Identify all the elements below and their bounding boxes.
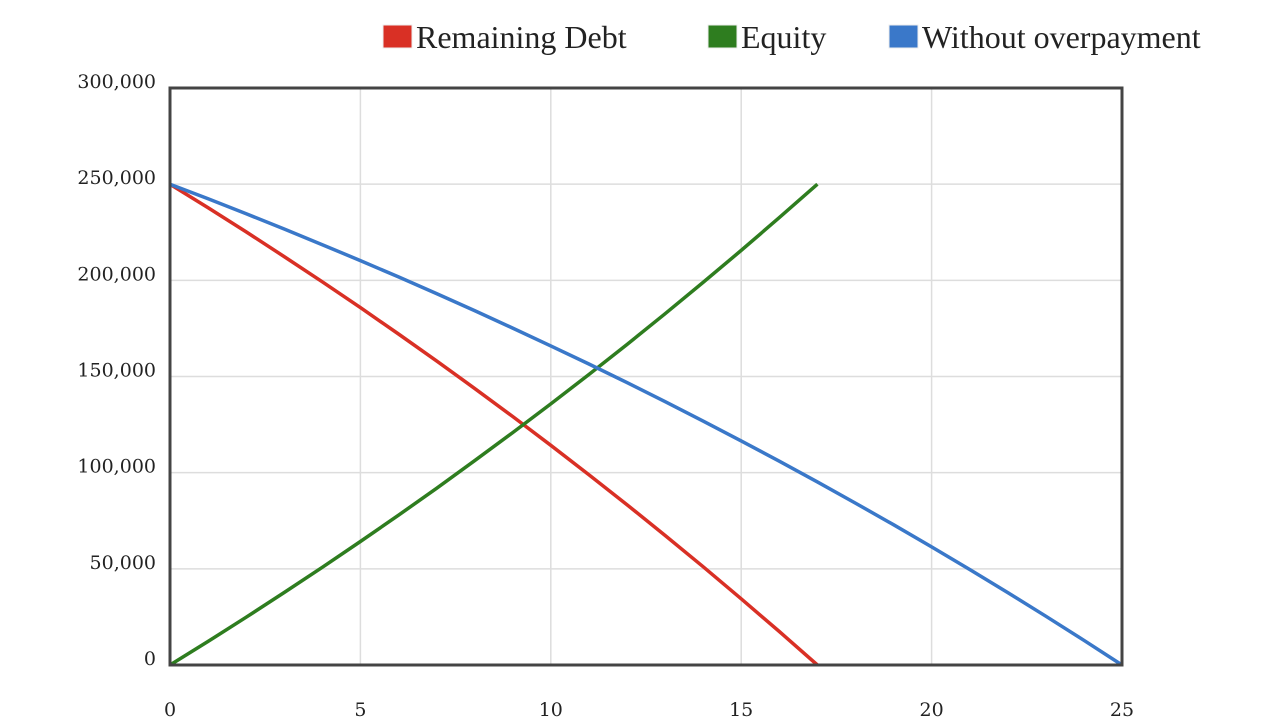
legend-swatch [382,24,413,49]
plot-frame [168,86,1124,667]
x-tick-label: 25 [1110,699,1134,721]
series-line-remaining-debt [169,182,819,667]
y-tick-label: 300,000 [77,71,156,93]
series-line-equity [169,182,819,667]
series-line-without-overpayment [169,182,1123,667]
x-tick-label: 10 [539,699,563,721]
y-tick-label: 250,000 [77,167,156,189]
legend-label: Equity [741,19,826,55]
y-axis-ticks: 0 50,000 100,000 150,000 200,000 250,000 300,0… [77,71,156,670]
x-tick-label: 20 [920,699,944,721]
legend-item: Remaining Debt [382,19,627,55]
legend-swatch [888,24,919,49]
y-tick-label: 0 [144,648,156,670]
y-tick-label: 200,000 [77,263,156,285]
legend-item: Equity [707,19,826,55]
grid [169,87,1123,666]
y-tick-label: 50,000 [90,552,156,574]
x-axis-ticks: 0 5 10 15 20 25 [164,699,1134,721]
legend-label: Remaining Debt [416,19,627,55]
legend-label: Without overpayment [922,19,1201,55]
y-tick-label: 100,000 [77,456,156,478]
x-tick-label: 0 [164,699,176,721]
x-tick-label: 15 [729,699,753,721]
legend-swatch [707,24,738,49]
legend: Remaining Debt Equity Without overpayment [382,19,1201,55]
y-tick-label: 150,000 [77,360,156,382]
x-tick-label: 5 [354,699,366,721]
legend-item: Without overpayment [888,19,1201,55]
series-lines [169,182,1123,667]
